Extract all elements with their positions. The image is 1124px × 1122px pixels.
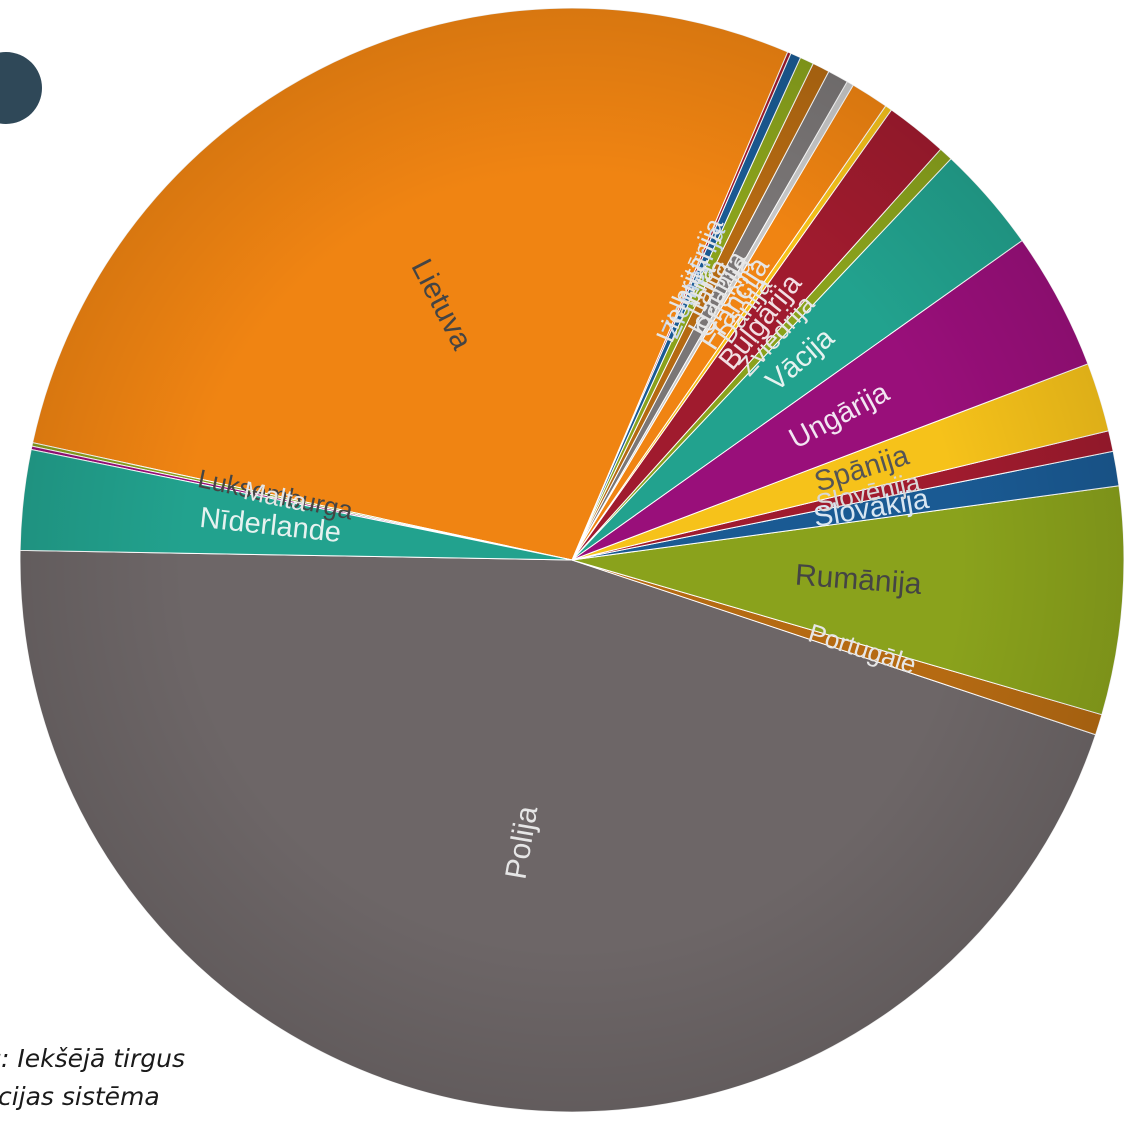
source-line-2: rmācijas sistēma bbox=[0, 1082, 160, 1111]
pie-slices bbox=[19, 7, 1124, 1113]
source-note: s: Iekšējā tirgus rmācijas sistēma bbox=[0, 1040, 300, 1116]
pie-labels: PolijaPortugāleRumānijaSlovākijaSlovēnij… bbox=[195, 213, 932, 881]
source-line-1: s: Iekšējā tirgus bbox=[0, 1044, 186, 1073]
pie-edge-shade bbox=[20, 8, 1124, 1112]
